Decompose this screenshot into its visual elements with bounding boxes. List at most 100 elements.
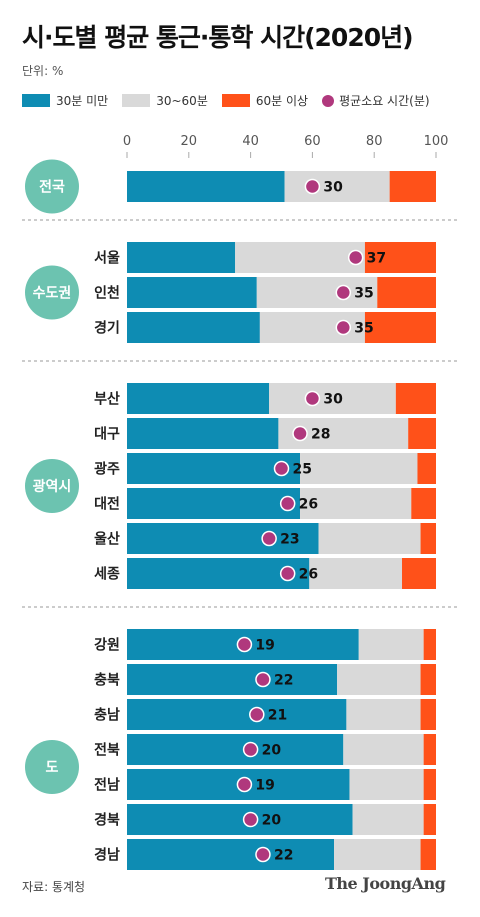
region-label: 전남	[94, 777, 120, 794]
avg-dot	[347, 249, 364, 266]
bar-over60	[411, 488, 436, 519]
region-label: 경남	[94, 847, 120, 864]
avg-value-label: 30	[323, 392, 343, 408]
bar-over60	[423, 769, 436, 800]
bar-under30	[127, 734, 344, 765]
avg-dot	[236, 636, 253, 653]
bar-over60	[364, 242, 436, 273]
bar-over60	[423, 804, 436, 835]
bar-mid	[343, 734, 424, 765]
region-label: 강원	[94, 637, 120, 654]
region-label: 세종	[94, 567, 120, 583]
x-tick-label: 60	[304, 134, 321, 149]
avg-value-label: 26	[299, 497, 318, 513]
x-tick-label: 20	[181, 134, 198, 149]
group-label: 전국	[39, 179, 65, 196]
bar-over60	[408, 418, 436, 449]
avg-dot	[261, 530, 277, 547]
bar-over60	[389, 171, 436, 202]
avg-dot	[292, 425, 308, 442]
bar-over60	[423, 734, 436, 765]
region-label: 서울	[94, 250, 120, 267]
bar-over60	[420, 523, 436, 554]
source-note: 자료: 통계청	[22, 880, 86, 894]
bar-mid	[235, 242, 365, 273]
bar-over60	[377, 277, 436, 308]
group-circle	[25, 459, 79, 513]
legend-label-under30: 30분 미만	[56, 94, 109, 108]
region-label: 경북	[94, 812, 120, 829]
avg-value-label: 25	[293, 462, 312, 478]
legend-item-avg: 평균소요 시간(분)	[322, 92, 430, 109]
avg-value-label: 22	[274, 673, 293, 689]
avg-value-label: 35	[354, 286, 373, 302]
group-label: 수도권	[33, 286, 72, 302]
avg-value-label: 26	[299, 567, 318, 583]
avg-dot	[255, 671, 271, 688]
bar-mid	[349, 769, 424, 800]
bar-mid	[300, 488, 412, 519]
bar-mid	[269, 383, 396, 414]
legend-label-over60: 60분 이상	[255, 94, 309, 108]
legend-item-mid: 30~60분	[122, 92, 208, 109]
avg-value-label: 22	[274, 848, 293, 864]
region-label: 인천	[94, 285, 120, 302]
avg-value-label: 20	[262, 813, 282, 829]
legend-item-over60: 60분 이상	[221, 92, 309, 109]
avg-value-label: 23	[280, 532, 299, 548]
group-circle	[25, 265, 79, 320]
bar-mid	[284, 171, 390, 202]
bar-under30	[127, 523, 319, 554]
bar-under30	[127, 839, 335, 870]
bar-under30	[127, 277, 257, 308]
legend-label-mid: 30~60분	[156, 94, 208, 108]
region-label: 광주	[94, 461, 120, 478]
legend-item-under30: 30분 미만	[22, 92, 108, 109]
bar-under30	[127, 171, 285, 202]
bar-over60	[364, 312, 436, 343]
group-label: 도	[46, 760, 59, 776]
legend-dot-avg	[322, 94, 335, 107]
chart-title: 시·도별 평균 통근·통학 시간(2020년)	[22, 23, 414, 52]
region-label: 부산	[94, 391, 120, 408]
bar-over60	[420, 664, 436, 695]
bar-mid	[346, 699, 421, 730]
bar-under30	[127, 383, 270, 414]
bar-over60	[395, 383, 436, 414]
bar-under30	[127, 488, 301, 519]
bar-mid	[358, 629, 424, 660]
avg-value-label: 37	[367, 251, 386, 267]
region-label: 전북	[94, 742, 120, 759]
avg-dot	[279, 495, 296, 512]
bar-mid	[337, 664, 421, 695]
bar-over60	[420, 699, 436, 730]
group-circle	[25, 159, 79, 214]
bar-over60	[402, 558, 436, 589]
avg-value-label: 19	[255, 638, 274, 654]
x-tick-label: 0	[123, 134, 131, 149]
unit-label: 단위: %	[22, 64, 64, 78]
group-circle	[25, 740, 79, 794]
region-label: 대구	[94, 427, 120, 443]
avg-dot	[279, 565, 296, 582]
avg-dot	[304, 178, 321, 195]
avg-value-label: 21	[268, 708, 287, 724]
x-tick-label: 80	[366, 134, 383, 149]
avg-dot	[304, 390, 321, 407]
avg-dot	[249, 706, 265, 723]
avg-dot	[335, 319, 352, 336]
legend-swatch-mid	[122, 94, 151, 107]
legend: 30분 미만 30~60분 60분 이상 평균소요 시간(분)	[22, 92, 444, 109]
avg-dot	[236, 776, 253, 793]
bar-over60	[423, 629, 436, 660]
bar-over60	[420, 839, 436, 870]
bar-under30	[127, 699, 347, 730]
avg-dot	[273, 460, 290, 477]
bar-under30	[127, 242, 236, 273]
avg-value-label: 35	[354, 321, 373, 337]
bar-under30	[127, 664, 338, 695]
avg-dot	[335, 284, 352, 301]
bar-mid	[352, 804, 424, 835]
legend-swatch-over60	[221, 94, 250, 107]
